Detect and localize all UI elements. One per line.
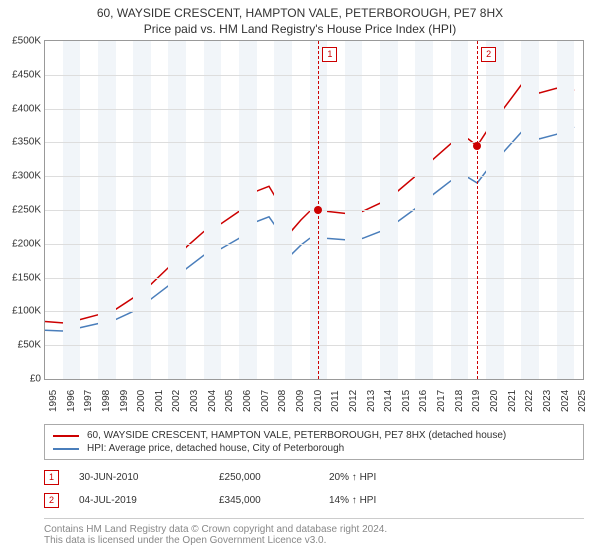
x-axis-label: 2023 [542,390,553,412]
x-axis-label: 2010 [313,390,324,412]
sale-row: 2 04-JUL-2019£345,00014% ↑ HPI [44,489,584,512]
y-axis-label: £250K [5,205,41,216]
x-axis-label: 2013 [366,390,377,412]
sale-date: 30-JUN-2010 [79,472,219,483]
sale-point-icon [314,206,322,214]
y-axis-label: £500K [5,36,41,47]
x-axis-label: 2008 [277,390,288,412]
x-axis-label: 2015 [401,390,412,412]
gridline-h [45,278,583,279]
x-axis-label: 2025 [577,390,588,412]
gridline-h [45,109,583,110]
legend-item: HPI: Average price, detached house, City… [53,442,575,455]
sale-marker-box: 2 [481,47,496,62]
gridline-h [45,142,583,143]
sale-row-marker: 1 [44,470,59,485]
y-axis-label: £450K [5,69,41,80]
legend-item: 60, WAYSIDE CRESCENT, HAMPTON VALE, PETE… [53,429,575,442]
x-axis-label: 1998 [101,390,112,412]
x-axis-label: 2019 [471,390,482,412]
legend-box: 60, WAYSIDE CRESCENT, HAMPTON VALE, PETE… [44,424,584,460]
sale-pct: 20% ↑ HPI [329,472,449,483]
y-axis-label: £300K [5,171,41,182]
chart-plot-area: £0£50K£100K£150K£200K£250K£300K£350K£400… [44,40,584,380]
y-axis-label: £350K [5,137,41,148]
x-axis-label: 2017 [436,390,447,412]
sale-marker-box: 1 [322,47,337,62]
x-axis-label: 2003 [189,390,200,412]
y-axis-label: £200K [5,238,41,249]
x-axis-label: 2007 [260,390,271,412]
legend-swatch [53,435,79,437]
x-axis-label: 1997 [83,390,94,412]
x-axis-label: 2018 [454,390,465,412]
sale-price: £345,000 [219,495,329,506]
y-axis-label: £100K [5,306,41,317]
y-axis-label: £150K [5,272,41,283]
sale-date: 04-JUL-2019 [79,495,219,506]
sale-price: £250,000 [219,472,329,483]
x-axis-label: 2000 [136,390,147,412]
sale-row-marker: 2 [44,493,59,508]
x-axis-label: 2009 [295,390,306,412]
sale-point-icon [473,142,481,150]
sale-marker-line [477,41,478,379]
sales-table: 1 30-JUN-2010£250,00020% ↑ HPI 2 04-JUL-201… [44,466,584,519]
legend-swatch [53,448,79,450]
y-axis-label: £50K [5,340,41,351]
attribution-text: Contains HM Land Registry data © Crown c… [44,524,387,546]
x-axis-label: 2024 [560,390,571,412]
chart-title: 60, WAYSIDE CRESCENT, HAMPTON VALE, PETE… [0,0,600,20]
x-axis-label: 2011 [330,390,341,412]
x-axis-label: 2004 [207,390,218,412]
chart-subtitle: Price paid vs. HM Land Registry's House … [0,20,600,42]
gridline-h [45,75,583,76]
x-axis-label: 2021 [507,390,518,412]
sale-row: 1 30-JUN-2010£250,00020% ↑ HPI [44,466,584,489]
x-axis-label: 2016 [418,390,429,412]
x-axis-label: 2012 [348,390,359,412]
sale-pct: 14% ↑ HPI [329,495,449,506]
x-axis-label: 2005 [224,390,235,412]
x-axis-label: 2001 [154,390,165,412]
gridline-h [45,311,583,312]
gridline-h [45,176,583,177]
x-axis-label: 1995 [48,390,59,412]
x-axis-label: 2014 [383,390,394,412]
x-axis-label: 1999 [119,390,130,412]
attribution-line-1: Contains HM Land Registry data © Crown c… [44,524,387,535]
gridline-h [45,244,583,245]
x-axis-label: 2022 [524,390,535,412]
gridline-h [45,345,583,346]
x-axis-label: 1996 [66,390,77,412]
legend-label: 60, WAYSIDE CRESCENT, HAMPTON VALE, PETE… [87,430,506,441]
x-axis-label: 2020 [489,390,500,412]
chart-container: 60, WAYSIDE CRESCENT, HAMPTON VALE, PETE… [0,0,600,560]
y-axis-label: £0 [5,374,41,385]
y-axis-label: £400K [5,103,41,114]
legend-label: HPI: Average price, detached house, City… [87,443,344,454]
attribution-line-2: This data is licensed under the Open Gov… [44,535,387,546]
x-axis-label: 2002 [171,390,182,412]
x-axis-label: 2006 [242,390,253,412]
